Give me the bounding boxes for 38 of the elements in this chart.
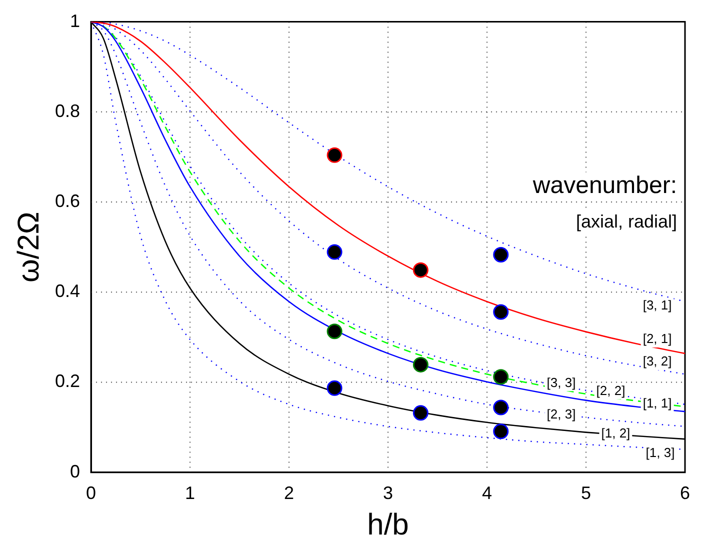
y-tick-label: 0.4 xyxy=(54,281,80,302)
x-tick-label: 4 xyxy=(482,483,492,504)
x-tick-label: 3 xyxy=(383,483,394,504)
series-label: [2, 3] xyxy=(546,406,576,422)
series-label: [1, 1] xyxy=(642,395,672,410)
point xyxy=(493,369,509,385)
series-label: [1, 2] xyxy=(601,426,630,441)
point xyxy=(326,244,342,260)
y-tick-label: 0.2 xyxy=(54,371,80,392)
point xyxy=(326,324,342,340)
series-label: [2, 1] xyxy=(642,331,672,346)
series-label: [2, 2] xyxy=(596,382,626,398)
y-tick-label: 0.6 xyxy=(54,191,80,212)
point xyxy=(412,262,428,278)
point xyxy=(493,304,509,320)
y-tick-label: 0.8 xyxy=(54,100,80,121)
annotation: [axial, radial] xyxy=(576,211,677,232)
x-tick-label: 0 xyxy=(86,483,96,504)
point xyxy=(493,400,509,416)
series-label: [3, 2] xyxy=(642,354,672,369)
x-tick-label: 2 xyxy=(284,483,294,504)
x-tick-label: 6 xyxy=(680,483,690,504)
point xyxy=(326,147,342,163)
series-label: [1, 3] xyxy=(646,445,675,460)
point xyxy=(412,356,428,372)
y-tick-label: 0 xyxy=(70,461,80,482)
annotation: wavenumber: xyxy=(532,172,677,199)
point xyxy=(493,247,509,263)
series-label: [3, 1] xyxy=(642,297,672,312)
x-tick-label: 5 xyxy=(580,483,592,504)
point xyxy=(412,405,428,421)
point xyxy=(326,380,342,396)
y-axis-title: ω/2Ω xyxy=(12,212,46,283)
series-label: [3, 3] xyxy=(546,374,576,390)
y-tick-label: 1 xyxy=(70,10,80,31)
x-tick-label: 1 xyxy=(185,483,196,504)
point xyxy=(493,424,509,440)
x-axis-title: h/b xyxy=(367,508,409,542)
